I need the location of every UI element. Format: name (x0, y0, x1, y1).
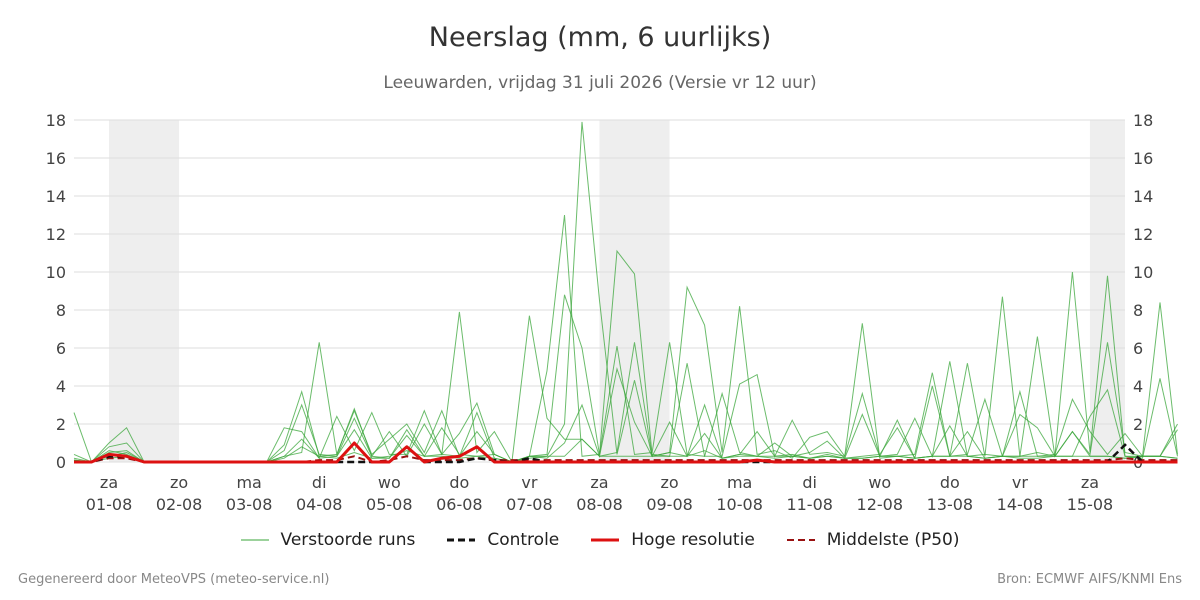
y-tick-label-left: 6 (56, 339, 66, 358)
x-tick-day: ma (727, 473, 752, 492)
chart-title: Neerslag (mm, 6 uurlijks) (428, 22, 772, 53)
x-tick-date: 11-08 (786, 495, 833, 514)
y-tick-label-left: 18 (46, 111, 66, 130)
y-tick-label-left: 2 (56, 415, 66, 434)
x-tick-day: wo (378, 473, 401, 492)
x-tick-date: 02-08 (156, 495, 203, 514)
y-tick-label-right: 12 (1133, 225, 1153, 244)
footer-generator: Gegenereerd door MeteoVPS (meteo-service… (18, 572, 330, 587)
x-tick-day: wo (868, 473, 891, 492)
y-tick-label-right: 6 (1133, 339, 1143, 358)
legend-item-p50[interactable]: Middelste (P50) (786, 530, 960, 550)
legend-label-ens: Verstoorde runs (280, 530, 416, 550)
legend-label-control: Controle (487, 530, 560, 550)
chart-subtitle: Leeuwarden, vrijdag 31 juli 2026 (Versie… (383, 73, 817, 93)
x-tick-date: 14-08 (997, 495, 1044, 514)
x-tick-day: za (1081, 473, 1099, 492)
weekend-band (1089, 120, 1125, 462)
x-tick-date: 01-08 (86, 495, 133, 514)
x-tick-day: za (100, 473, 118, 492)
x-tick-day: vr (521, 473, 537, 492)
y-tick-label-right: 4 (1133, 377, 1143, 396)
y-tick-label-right: 8 (1133, 301, 1143, 320)
x-tick-day: za (590, 473, 608, 492)
chart-legend: Verstoorde runs Controle Hoge resolutie … (0, 530, 1200, 550)
legend-swatch-control (447, 538, 476, 542)
y-tick-label-right: 10 (1133, 263, 1153, 282)
x-tick-date: 15-08 (1067, 495, 1114, 514)
series-line-p50 (74, 455, 1178, 464)
y-tick-label-left: 8 (56, 301, 66, 320)
legend-item-ens[interactable]: Verstoorde runs (240, 530, 416, 550)
weekend-band (109, 120, 180, 462)
y-tick-label-right: 14 (1133, 187, 1153, 206)
x-tick-date: 10-08 (716, 495, 763, 514)
x-tick-day: di (312, 473, 327, 492)
x-tick-date: 05-08 (366, 495, 413, 514)
y-tick-label-left: 0 (56, 453, 66, 472)
x-tick-day: do (940, 473, 960, 492)
y-tick-label-left: 16 (46, 149, 66, 168)
legend-swatch-hires (591, 538, 620, 542)
x-tick-day: zo (660, 473, 678, 492)
legend-swatch-ens (240, 539, 269, 541)
y-tick-label-left: 10 (46, 263, 66, 282)
legend-item-control[interactable]: Controle (447, 530, 559, 550)
x-tick-day: do (449, 473, 469, 492)
y-tick-label-left: 14 (46, 187, 66, 206)
x-tick-day: ma (236, 473, 261, 492)
y-tick-label-left: 12 (46, 225, 66, 244)
series-line-hires (74, 441, 1178, 464)
legend-label-p50: Middelste (P50) (826, 530, 960, 550)
legend-item-hires[interactable]: Hoge resolutie (591, 530, 755, 550)
x-tick-date: 06-08 (436, 495, 483, 514)
x-tick-date: 12-08 (857, 495, 904, 514)
legend-label-hires: Hoge resolutie (631, 530, 755, 550)
footer-source: Bron: ECMWF AIFS/KNMI Ens (997, 572, 1182, 587)
x-tick-day: zo (170, 473, 188, 492)
x-tick-date: 13-08 (927, 495, 974, 514)
x-tick-date: 09-08 (646, 495, 693, 514)
y-tick-label-left: 4 (56, 377, 66, 396)
x-tick-day: vr (1012, 473, 1028, 492)
y-tick-label-right: 2 (1133, 415, 1143, 434)
x-tick-date: 03-08 (226, 495, 273, 514)
x-tick-day: di (802, 473, 817, 492)
x-tick-date: 07-08 (506, 495, 553, 514)
x-tick-date: 08-08 (576, 495, 623, 514)
y-tick-label-right: 16 (1133, 149, 1153, 168)
y-tick-label-right: 18 (1133, 111, 1153, 130)
x-tick-date: 04-08 (296, 495, 343, 514)
legend-swatch-p50 (786, 539, 815, 541)
